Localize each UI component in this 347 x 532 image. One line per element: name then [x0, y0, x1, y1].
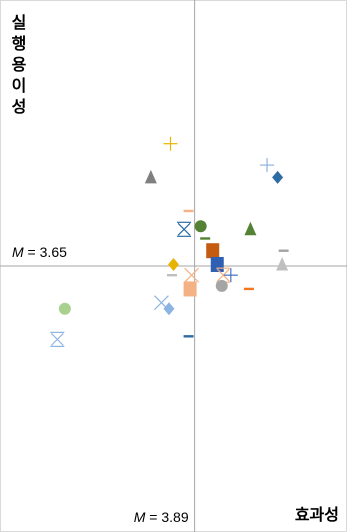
- y-mean-label: M = 3.65: [12, 244, 67, 260]
- data-point-plus: [223, 268, 238, 283]
- y-mean-value: 3.65: [40, 244, 67, 260]
- data-point-x: [184, 267, 200, 283]
- data-point-dash: [183, 335, 194, 338]
- data-point-circle: [194, 220, 207, 233]
- data-point-square: [206, 243, 220, 259]
- data-point-square: [183, 281, 197, 297]
- y-axis-label-char: 실: [12, 13, 27, 32]
- data-point-triangle: [244, 221, 257, 236]
- data-point-asterisk: [50, 331, 65, 347]
- data-point-circle: [58, 302, 71, 315]
- data-point-dash: [243, 287, 254, 291]
- data-point-diamond: [272, 170, 284, 184]
- data-point-asterisk: [177, 221, 192, 237]
- data-point-triangle: [276, 256, 289, 271]
- data-point-triangle: [144, 169, 157, 184]
- data-point-dash: [278, 249, 289, 252]
- y-axis-label-char: 행: [12, 34, 27, 53]
- y-mean-symbol: M: [12, 244, 24, 260]
- x-mean-symbol: M: [134, 509, 146, 525]
- data-point-plus: [163, 136, 178, 151]
- y-axis-label-char: 이: [12, 76, 27, 95]
- x-mean-label: M = 3.89: [134, 509, 189, 525]
- x-mean-value: 3.89: [161, 509, 188, 525]
- y-axis-label-char: 용: [12, 55, 27, 74]
- x-axis-label: 효과성: [295, 505, 339, 524]
- data-point-circle: [215, 279, 228, 292]
- data-point-plus: [260, 158, 275, 173]
- data-point-dash: [166, 273, 177, 277]
- data-points: [50, 136, 289, 347]
- x-mean-eq: =: [145, 509, 161, 525]
- data-point-dash: [200, 237, 211, 240]
- y-mean-eq: =: [24, 244, 40, 260]
- data-point-dash: [183, 209, 194, 213]
- data-point-diamond: [163, 302, 175, 316]
- y-axis-label-char: 성: [12, 97, 27, 116]
- data-point-diamond: [168, 257, 179, 271]
